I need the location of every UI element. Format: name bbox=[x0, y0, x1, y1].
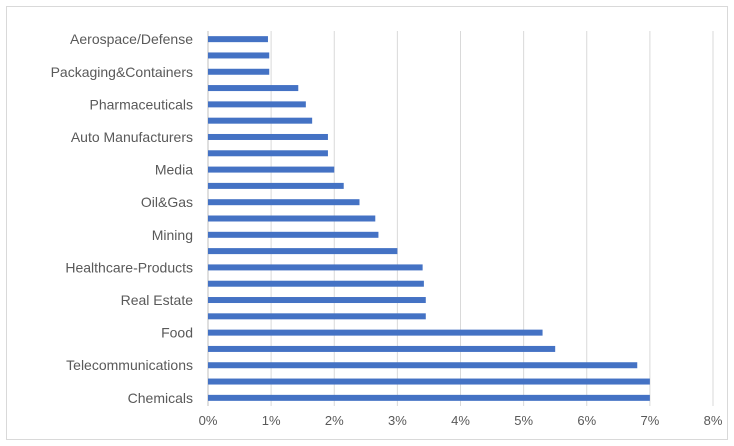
category-label: Mining bbox=[152, 227, 193, 243]
category-label: Media bbox=[155, 162, 193, 178]
bar bbox=[208, 85, 299, 92]
bar bbox=[208, 264, 423, 271]
bar bbox=[208, 297, 426, 304]
x-tick-label: 1% bbox=[262, 413, 281, 428]
bar bbox=[208, 280, 424, 287]
category-label: Chemicals bbox=[128, 390, 193, 406]
bar bbox=[208, 36, 268, 43]
x-tick-label: 4% bbox=[451, 413, 470, 428]
category-label: Food bbox=[161, 325, 193, 341]
x-tick-label: 2% bbox=[325, 413, 344, 428]
category-label: Packaging&Containers bbox=[51, 64, 193, 80]
bar bbox=[208, 394, 650, 401]
x-tick-label: 6% bbox=[577, 413, 596, 428]
category-label: Real Estate bbox=[121, 292, 194, 308]
x-axis-tick-labels: 0% 1% 2% 3% 4% 5% 6% 7% 8% bbox=[199, 413, 723, 428]
category-label: Aerospace/Defense bbox=[70, 31, 193, 47]
x-tick-label: 7% bbox=[640, 413, 659, 428]
x-tick-label: 5% bbox=[514, 413, 533, 428]
bar bbox=[208, 313, 426, 320]
bar bbox=[208, 378, 650, 385]
bar-chart: Chemicals Telecommunications Food Real Esta… bbox=[51, 31, 723, 428]
bar bbox=[208, 52, 270, 59]
bar bbox=[208, 166, 335, 173]
chart-area: Chemicals Telecommunications Food Real Esta… bbox=[6, 6, 728, 440]
category-labels: Chemicals Telecommunications Food Real Esta… bbox=[51, 31, 194, 406]
category-label: Healthcare-Products bbox=[65, 259, 193, 275]
bar bbox=[208, 182, 344, 189]
category-label: Pharmaceuticals bbox=[90, 96, 194, 112]
bar bbox=[208, 345, 556, 352]
bar bbox=[208, 133, 328, 140]
x-tick-label: 0% bbox=[199, 413, 218, 428]
bar bbox=[208, 362, 638, 369]
category-label: Auto Manufacturers bbox=[71, 129, 193, 145]
bar bbox=[208, 329, 543, 336]
bar bbox=[208, 150, 328, 157]
bar bbox=[208, 248, 398, 255]
category-label: Telecommunications bbox=[66, 357, 193, 373]
bar bbox=[208, 231, 379, 238]
x-tick-label: 3% bbox=[388, 413, 407, 428]
bar bbox=[208, 68, 270, 75]
bars bbox=[208, 36, 650, 401]
bar bbox=[208, 215, 376, 222]
bar bbox=[208, 199, 360, 206]
bar bbox=[208, 117, 313, 124]
bar bbox=[208, 101, 306, 108]
x-tick-label: 8% bbox=[704, 413, 723, 428]
category-label: Oil&Gas bbox=[141, 194, 193, 210]
